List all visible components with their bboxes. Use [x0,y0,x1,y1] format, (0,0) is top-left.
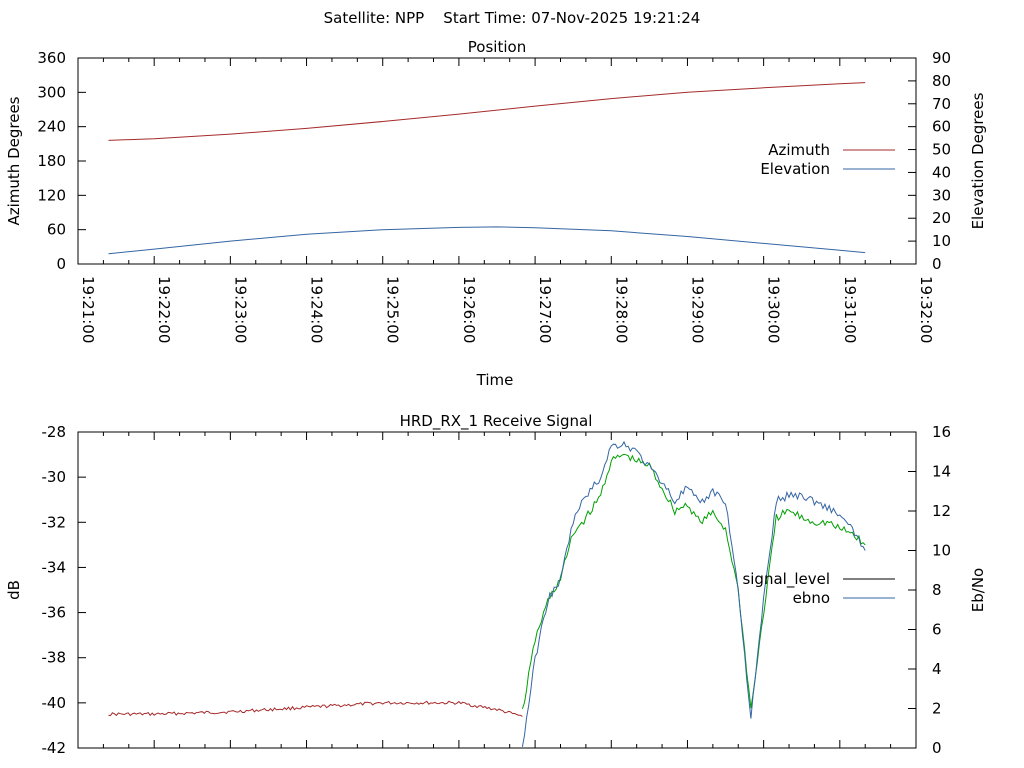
suptitle: Satellite: NPP Start Time: 07-Nov-2025 1… [324,9,701,27]
x-tick-label: 19:24:00 [308,276,326,343]
x-tick-label: 19:23:00 [231,276,249,343]
y2-tick-label: 50 [932,141,951,159]
y-tick-label: -38 [42,649,67,667]
x-tick-label: 19:28:00 [612,276,630,343]
signal-ylabel: dB [5,580,23,600]
series-line-azimuth [108,82,866,141]
y2-tick-label: 40 [932,163,951,181]
y2-tick-label: 14 [932,463,951,481]
position-chart: Position 19:21:00 19:22:00 19:23:00 19:24:0… [5,38,987,389]
x-tick-label: 19:32:00 [917,276,935,343]
y2-tick-label: 90 [932,49,951,67]
x-tick-label: 19:21:00 [79,276,97,343]
y2-tick-label: 10 [932,232,951,250]
signal-plot-frame [77,431,917,749]
legend-label: Azimuth [768,141,830,159]
y-tick-label: -42 [42,739,67,757]
y2-tick-label: 12 [932,502,951,520]
x-tick-label: 19:30:00 [765,276,783,343]
y-tick-label: -34 [42,558,67,576]
series-line-1-0 [108,700,523,717]
signal-y2label: Eb/No [969,568,987,612]
series-line-1-2 [521,440,866,747]
x-tick-label: 19:22:00 [155,276,173,343]
y-tick-label: -32 [42,513,67,531]
y2-tick-label: 0 [932,739,942,757]
y2-tick-label: 8 [932,581,942,599]
y2-tick-label: 30 [932,186,951,204]
legend-label: Elevation [760,160,830,178]
legend-label: ebno [793,589,830,607]
x-tick-label: 19:27:00 [536,276,554,343]
y-tick-label: 180 [37,152,66,170]
position-y2label: Elevation Degrees [969,92,987,229]
y-tick-label: 120 [37,186,66,204]
position-ylabel: Azimuth Degrees [5,96,23,225]
series-line-1-1 [521,453,866,710]
y2-tick-label: 4 [932,660,942,678]
legend-label: signal_level [742,570,830,589]
y2-tick-label: 80 [932,72,951,90]
x-tick-label: 19:26:00 [460,276,478,343]
y-tick-label: 60 [47,221,66,239]
x-tick-label: 19:31:00 [841,276,859,343]
y2-tick-label: 10 [932,542,951,560]
y2-tick-label: 60 [932,118,951,136]
y2-tick-label: 16 [932,423,951,441]
y-tick-label: 300 [37,83,66,101]
y2-tick-label: 70 [932,95,951,113]
y-tick-label: -28 [42,423,67,441]
position-xlabel: Time [476,371,514,389]
position-series [108,82,866,255]
y2-tick-label: 0 [932,255,942,273]
signal-ticks: -42 -40 -38 -36 -34 -32 -30 -28 0 2 4 6 8 10 12 14 16 [42,423,952,757]
signal-series [108,440,866,747]
x-tick-label: 19:25:00 [384,276,402,343]
y-tick-label: -40 [42,694,67,712]
y2-tick-label: 6 [932,621,942,639]
y-tick-label: 360 [37,49,66,67]
y2-tick-label: 20 [932,209,951,227]
x-tick-label: 19:29:00 [688,276,706,343]
y-tick-label: 240 [37,118,66,136]
y2-tick-label: 2 [932,700,942,718]
series-line-elevation [108,226,866,255]
y-tick-label: -30 [42,468,67,486]
position-title: Position [468,38,526,56]
position-ticks: 19:21:00 19:22:00 19:23:00 19:24:00 19:25:00… [37,49,951,343]
signal-title: HRD_RX_1 Receive Signal [400,412,593,431]
y-tick-label: -36 [42,604,67,622]
y-tick-label: 0 [56,255,66,273]
signal-chart: HRD_RX_1 Receive Signal -42-40-38-36-34-… [5,412,987,757]
